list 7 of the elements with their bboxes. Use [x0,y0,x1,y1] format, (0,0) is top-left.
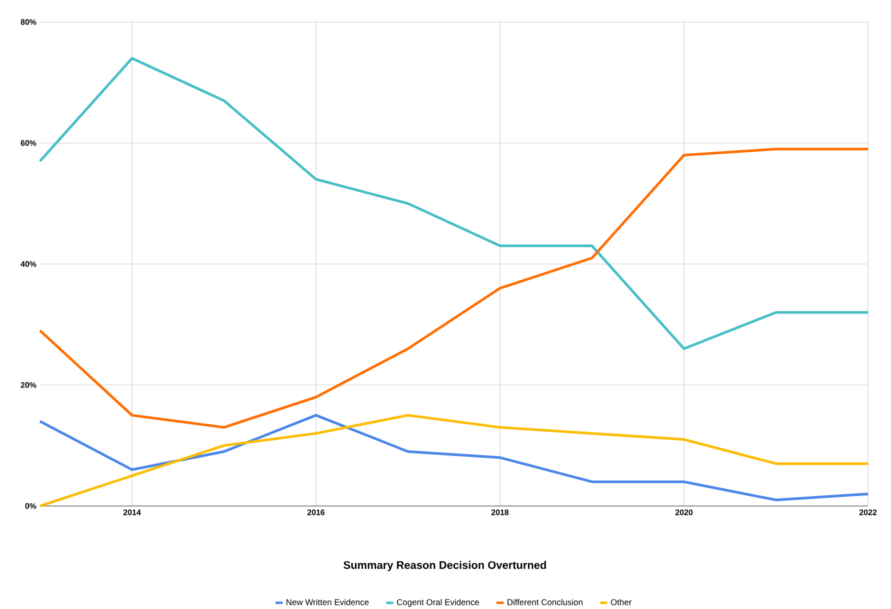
text: Summary Reason Decision Overturned [344,560,546,572]
legend-label: New Written Evidence [286,598,369,606]
line-series [38,148,870,429]
line-series [38,57,870,350]
legend-label: Other [610,598,632,606]
legend-label: Cogent Oral Evidence [396,598,479,607]
legend-label: Different Conclusion [508,598,582,606]
